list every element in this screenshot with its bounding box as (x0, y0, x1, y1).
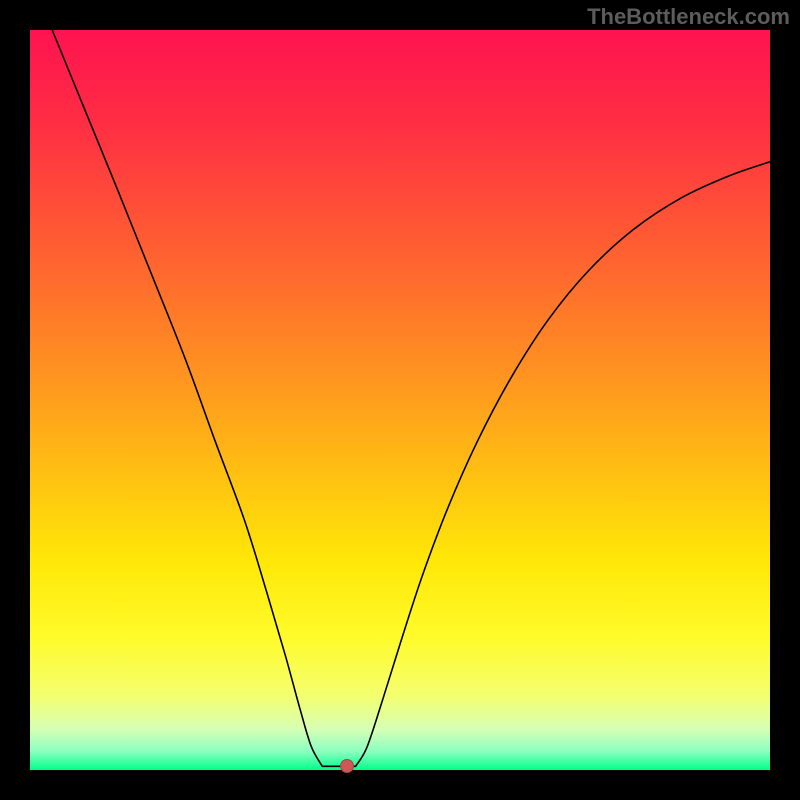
chart-container: TheBottleneck.com (0, 0, 800, 800)
curve-path (52, 30, 770, 766)
bottleneck-curve (30, 30, 770, 770)
watermark-text: TheBottleneck.com (587, 4, 790, 30)
plot-area (30, 30, 770, 770)
optimal-point-marker (340, 759, 354, 773)
